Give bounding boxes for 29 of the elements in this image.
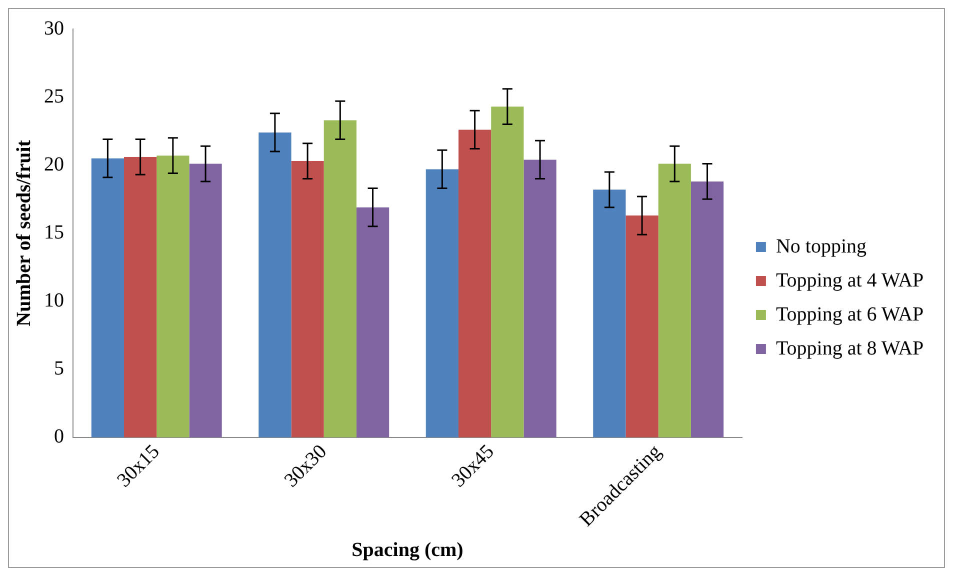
y-tick-label: 30 bbox=[44, 17, 64, 40]
bar bbox=[458, 130, 492, 438]
legend-label: Topping at 6 WAP bbox=[776, 303, 924, 326]
bar bbox=[189, 164, 222, 438]
x-axis-title: Spacing (cm) bbox=[352, 539, 464, 562]
bar bbox=[258, 132, 292, 438]
bar bbox=[124, 156, 157, 438]
legend-label: Topping at 4 WAP bbox=[776, 269, 924, 292]
bar bbox=[156, 156, 190, 438]
bar bbox=[491, 106, 524, 438]
legend-label: No topping bbox=[776, 235, 867, 258]
bar bbox=[658, 164, 691, 438]
legend-label: Topping at 8 WAP bbox=[776, 337, 924, 360]
y-tick-label: 25 bbox=[44, 85, 64, 108]
bar bbox=[291, 161, 324, 438]
bar bbox=[426, 169, 458, 438]
y-tick-label: 10 bbox=[44, 290, 64, 312]
bar bbox=[690, 181, 724, 438]
bar bbox=[91, 158, 124, 438]
y-tick-label: 15 bbox=[44, 221, 64, 244]
bar bbox=[524, 160, 556, 438]
y-tick-label: 5 bbox=[54, 358, 64, 380]
y-tick-label: 0 bbox=[54, 426, 64, 448]
bar bbox=[324, 120, 356, 438]
bar bbox=[356, 207, 390, 438]
bar bbox=[626, 216, 658, 438]
y-tick-label: 20 bbox=[44, 153, 64, 176]
bar bbox=[593, 190, 626, 438]
y-axis-title: Number of seeds/fruit bbox=[13, 140, 36, 326]
